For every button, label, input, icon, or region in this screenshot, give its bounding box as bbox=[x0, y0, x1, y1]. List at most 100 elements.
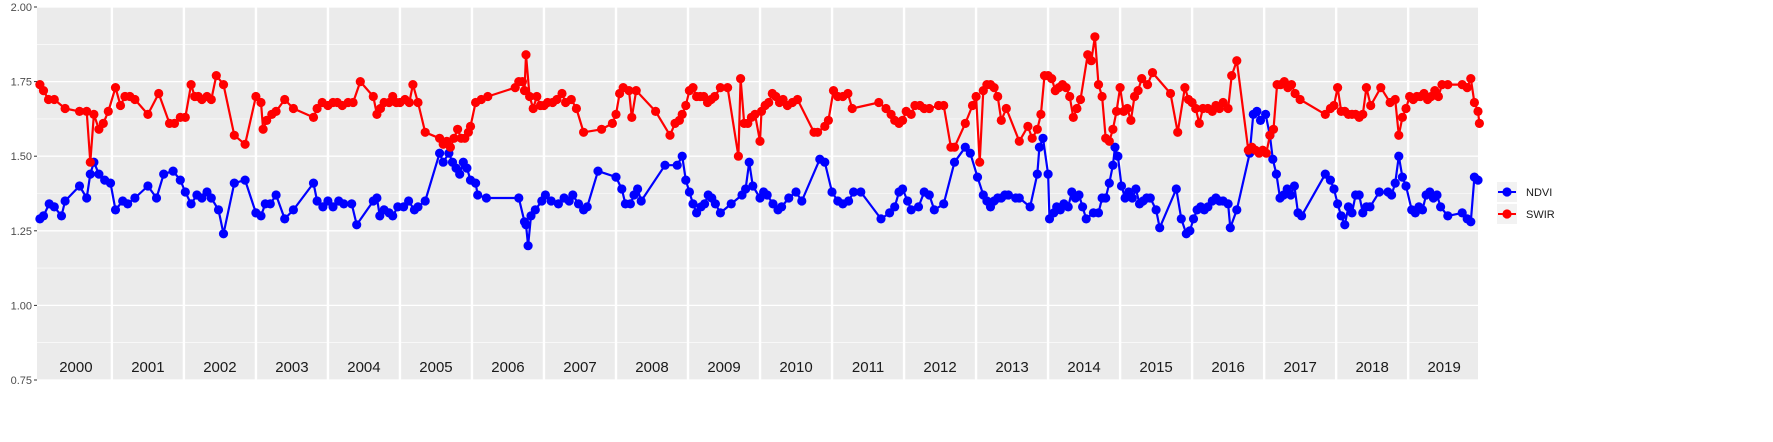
swir-point bbox=[715, 83, 726, 93]
swir-point bbox=[453, 124, 463, 134]
ndvi-point bbox=[913, 202, 924, 212]
ndvi-point bbox=[308, 178, 319, 188]
ndvi-point bbox=[1003, 190, 1014, 200]
swir-point bbox=[1111, 106, 1122, 116]
swir-point bbox=[1329, 100, 1339, 111]
swir-point bbox=[960, 118, 970, 128]
swir-point bbox=[1126, 115, 1136, 125]
swir-point bbox=[874, 97, 884, 108]
swir-point bbox=[1133, 86, 1143, 96]
ndvi-point bbox=[1081, 214, 1091, 224]
ndvi-point bbox=[110, 205, 121, 215]
ndvi-point bbox=[1151, 205, 1161, 215]
ndvi-point bbox=[636, 196, 646, 206]
swir-point bbox=[1137, 74, 1147, 84]
year-label: 2003 bbox=[275, 359, 308, 376]
ndvi-point bbox=[965, 148, 975, 158]
swir-point bbox=[1390, 94, 1400, 105]
legend-key-point bbox=[1502, 209, 1512, 219]
swir-point bbox=[1122, 103, 1132, 114]
y-tick-label: 1.25 bbox=[11, 226, 32, 238]
series-swir bbox=[35, 32, 1484, 167]
swir-point bbox=[1065, 91, 1075, 102]
ndvi-point bbox=[1473, 175, 1483, 185]
swir-point bbox=[1443, 80, 1453, 90]
ndvi-point bbox=[56, 211, 67, 221]
ndvi-point bbox=[328, 202, 338, 212]
ndvi-point bbox=[677, 151, 687, 161]
swir-point bbox=[624, 86, 634, 96]
swir-point bbox=[1358, 109, 1368, 119]
year-labels: 2000 2001 2002 2003 2004 2005 2006 2007 2008 2009… bbox=[59, 359, 1461, 376]
swir-point bbox=[681, 100, 691, 111]
ndvi-point bbox=[352, 220, 362, 230]
swir-point bbox=[169, 118, 180, 128]
year-label: 2019 bbox=[1427, 359, 1460, 376]
swir-point bbox=[186, 80, 196, 90]
legend-key-point bbox=[1502, 187, 1512, 197]
ndvi-point bbox=[1394, 151, 1404, 161]
ndvi-point bbox=[256, 211, 266, 221]
ndvi-point bbox=[1401, 181, 1411, 191]
ndvi-point bbox=[280, 214, 290, 224]
ndvi-point bbox=[791, 187, 801, 197]
year-label: 2017 bbox=[1283, 359, 1316, 376]
swir-point bbox=[579, 127, 589, 137]
swir-point bbox=[665, 130, 675, 140]
ndvi-point bbox=[890, 202, 900, 212]
ndvi-point bbox=[1261, 109, 1271, 119]
swir-point bbox=[404, 97, 414, 108]
swir-point bbox=[906, 109, 916, 119]
swir-point bbox=[1075, 94, 1086, 105]
ndvi-point bbox=[1271, 169, 1281, 179]
swir-point bbox=[110, 83, 121, 93]
ndvi-point bbox=[347, 199, 357, 209]
swir-point bbox=[843, 88, 853, 99]
ndvi-point bbox=[1043, 169, 1053, 179]
swir-point bbox=[631, 86, 641, 96]
ndvi-point bbox=[1108, 160, 1118, 170]
ndvi-point bbox=[82, 193, 92, 203]
swir-point bbox=[521, 50, 531, 60]
swir-point bbox=[733, 151, 744, 161]
swir-point bbox=[1366, 100, 1376, 111]
swir-point bbox=[1401, 103, 1411, 114]
ndvi-point bbox=[573, 199, 584, 209]
swir-point bbox=[229, 130, 239, 140]
swir-point bbox=[764, 97, 774, 108]
ndvi-point bbox=[85, 169, 95, 179]
swir-point bbox=[408, 80, 418, 90]
swir-point bbox=[967, 100, 978, 111]
ndvi-point bbox=[213, 205, 224, 215]
y-tick-label: 1.00 bbox=[11, 300, 32, 312]
swir-point bbox=[49, 94, 59, 105]
swir-point bbox=[1268, 124, 1279, 134]
swir-point bbox=[103, 106, 113, 116]
ndvi-point bbox=[206, 193, 216, 203]
ndvi-point bbox=[710, 199, 721, 209]
swir-point bbox=[611, 109, 621, 119]
swir-point bbox=[975, 157, 985, 167]
ndvi-point bbox=[797, 196, 807, 206]
legend-item-ndvi: NDVI bbox=[1497, 182, 1552, 202]
swir-point bbox=[1191, 103, 1201, 114]
swir-point bbox=[1097, 91, 1107, 102]
ndvi-point bbox=[1365, 202, 1375, 212]
swir-point bbox=[1047, 74, 1057, 84]
year-label: 2014 bbox=[1067, 359, 1100, 376]
ndvi-point bbox=[186, 199, 196, 209]
ndvi-point bbox=[1417, 205, 1428, 215]
swir-point bbox=[710, 91, 720, 102]
ndvi-point bbox=[74, 181, 85, 191]
ndvi-point bbox=[949, 157, 960, 167]
year-label: 2009 bbox=[707, 359, 740, 376]
swir-point bbox=[1036, 109, 1046, 119]
swir-point bbox=[445, 142, 455, 152]
swir-point bbox=[1180, 83, 1190, 93]
swir-point bbox=[1072, 103, 1082, 114]
ndvi-point bbox=[1333, 199, 1343, 209]
ndvi-point bbox=[1466, 217, 1476, 227]
ndvi-point bbox=[903, 196, 913, 206]
ndvi-point bbox=[1063, 202, 1073, 212]
swir-point bbox=[1104, 136, 1114, 146]
